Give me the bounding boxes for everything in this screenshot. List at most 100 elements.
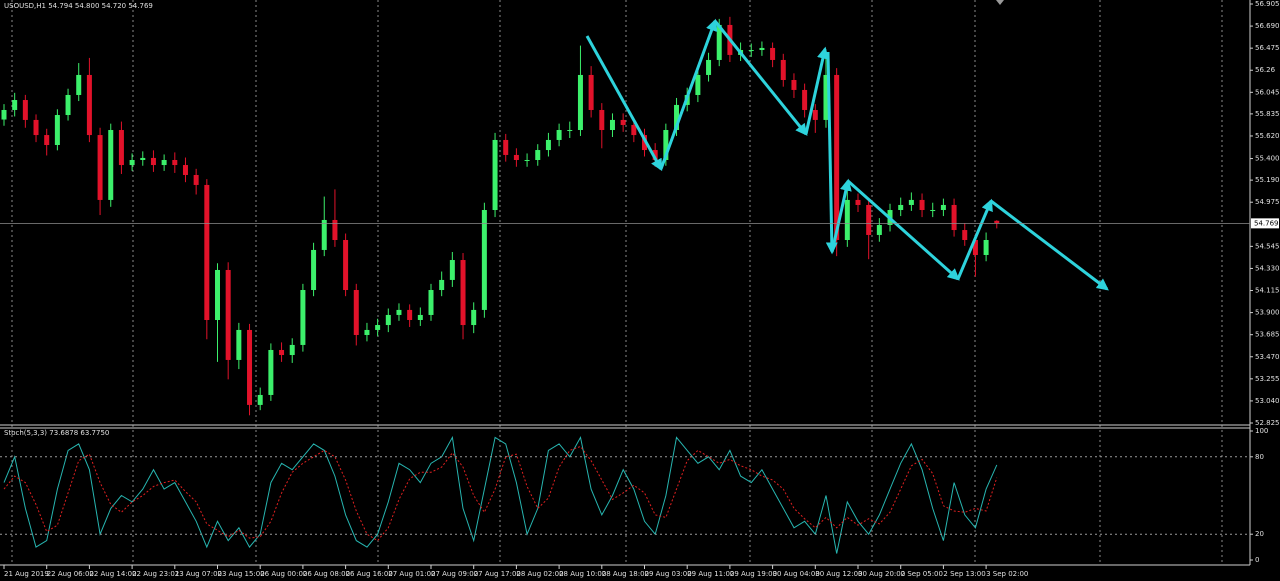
y-tick-label: 53.900 bbox=[1255, 309, 1280, 317]
x-tick-label: 29 Aug 19:00 bbox=[730, 570, 777, 578]
candle-body bbox=[1, 109, 7, 120]
candle-body bbox=[791, 79, 797, 90]
candle-body bbox=[257, 394, 263, 405]
current-price-label: 54.769 bbox=[1254, 219, 1279, 227]
candle-body bbox=[524, 159, 530, 161]
candle-body bbox=[97, 135, 103, 200]
indicator-y-tick-label: 0 bbox=[1255, 556, 1259, 564]
candle-body bbox=[22, 100, 28, 120]
candle-body bbox=[823, 74, 829, 120]
arrow bbox=[830, 178, 852, 253]
candle-body bbox=[236, 329, 242, 360]
candle-body bbox=[343, 239, 349, 291]
candle-body bbox=[812, 109, 818, 120]
candle-body bbox=[556, 130, 562, 140]
candle-body bbox=[866, 204, 872, 235]
candle-body bbox=[481, 210, 487, 310]
x-tick-label: 29 Aug 11:00 bbox=[687, 570, 734, 578]
candle-body bbox=[204, 184, 210, 320]
candle-body bbox=[748, 50, 754, 52]
indicator-title: Stoch(5,3,3) 73.6878 63.7750 bbox=[4, 429, 109, 437]
arrow bbox=[713, 20, 808, 136]
candle-body bbox=[268, 349, 274, 395]
x-tick-label: 30 Aug 04:00 bbox=[773, 570, 820, 578]
candle-body bbox=[588, 74, 594, 110]
y-tick-label: 56.905 bbox=[1255, 0, 1280, 8]
candle-body bbox=[428, 290, 434, 315]
arrow bbox=[990, 199, 1109, 291]
candle-body bbox=[44, 135, 50, 146]
y-tick-label: 56.26 bbox=[1255, 66, 1276, 74]
x-tick-label: 29 Aug 03:00 bbox=[645, 570, 692, 578]
y-tick-label: 56.475 bbox=[1255, 44, 1280, 52]
x-tick-label: 27 Aug 17:00 bbox=[474, 570, 521, 578]
candle-body bbox=[834, 74, 840, 240]
indicator-line bbox=[3, 435, 998, 554]
x-tick-label: 27 Aug 01:00 bbox=[388, 570, 435, 578]
x-tick-label: 28 Aug 18:00 bbox=[602, 570, 649, 578]
indicator-line bbox=[3, 445, 998, 542]
candle-body bbox=[108, 130, 114, 200]
arrow bbox=[659, 18, 718, 170]
candle-body bbox=[321, 219, 327, 250]
candle-body bbox=[674, 104, 680, 131]
candle-body bbox=[460, 260, 466, 326]
x-tick-label: 27 Aug 09:00 bbox=[431, 570, 478, 578]
arrow bbox=[825, 51, 838, 255]
candle-body bbox=[300, 290, 306, 345]
y-tick-label: 52.825 bbox=[1255, 419, 1280, 427]
candle-body bbox=[193, 174, 199, 185]
chart-title: USOUSD,H1 54.794 54.800 54.720 54.769 bbox=[4, 2, 153, 10]
candle-body bbox=[311, 249, 317, 291]
candle-body bbox=[567, 130, 573, 132]
current-price-box bbox=[1251, 218, 1279, 229]
candle-body bbox=[940, 204, 946, 211]
x-tick-label: 2 Sep 05:00 bbox=[901, 570, 943, 578]
candle-body bbox=[247, 329, 253, 405]
y-tick-label: 53.255 bbox=[1255, 375, 1280, 383]
candle-body bbox=[225, 269, 231, 360]
candle-body bbox=[140, 157, 146, 160]
candle-body bbox=[577, 74, 583, 131]
shift-marker bbox=[996, 0, 1004, 5]
indicator-y-tick-label: 100 bbox=[1255, 427, 1268, 435]
x-tick-label: 28 Aug 02:00 bbox=[516, 570, 563, 578]
arrow bbox=[956, 198, 993, 280]
candle-body bbox=[471, 309, 477, 326]
candle-body bbox=[962, 230, 968, 240]
candle-body bbox=[855, 199, 861, 205]
x-tick-label: 2 Sep 13:00 bbox=[943, 570, 985, 578]
y-tick-label: 55.620 bbox=[1255, 132, 1280, 140]
candle-body bbox=[652, 150, 658, 160]
x-tick-label: 21 Aug 2019 bbox=[4, 570, 49, 578]
candle-body bbox=[364, 329, 370, 335]
y-tick-label: 56.690 bbox=[1255, 22, 1280, 30]
y-tick-label: 54.330 bbox=[1255, 264, 1280, 272]
y-tick-label: 54.975 bbox=[1255, 198, 1280, 206]
candle-body bbox=[983, 239, 989, 255]
indicator-y-tick-label: 80 bbox=[1255, 453, 1264, 461]
indicator-y-tick-label: 20 bbox=[1255, 530, 1264, 538]
candle-body bbox=[972, 239, 978, 255]
candle-body bbox=[609, 119, 615, 131]
x-tick-label: 22 Aug 14:00 bbox=[89, 570, 136, 578]
y-tick-label: 54.545 bbox=[1255, 242, 1280, 250]
candle-body bbox=[161, 159, 167, 166]
x-tick-label: 26 Aug 00:00 bbox=[260, 570, 307, 578]
candle-body bbox=[930, 210, 936, 212]
x-tick-label: 30 Aug 12:00 bbox=[815, 570, 862, 578]
candle-body bbox=[994, 220, 1000, 224]
x-tick-label: 23 Aug 15:00 bbox=[218, 570, 265, 578]
candle-body bbox=[780, 59, 786, 80]
candle-body bbox=[375, 325, 381, 330]
candle-body bbox=[545, 139, 551, 151]
candle-body bbox=[951, 204, 957, 231]
arrow bbox=[585, 35, 663, 172]
y-tick-label: 55.400 bbox=[1255, 155, 1280, 163]
candle-body bbox=[770, 47, 776, 60]
candle-body bbox=[54, 115, 60, 146]
arrow bbox=[847, 179, 960, 281]
candle-body bbox=[802, 89, 808, 110]
candle-body bbox=[759, 47, 765, 51]
